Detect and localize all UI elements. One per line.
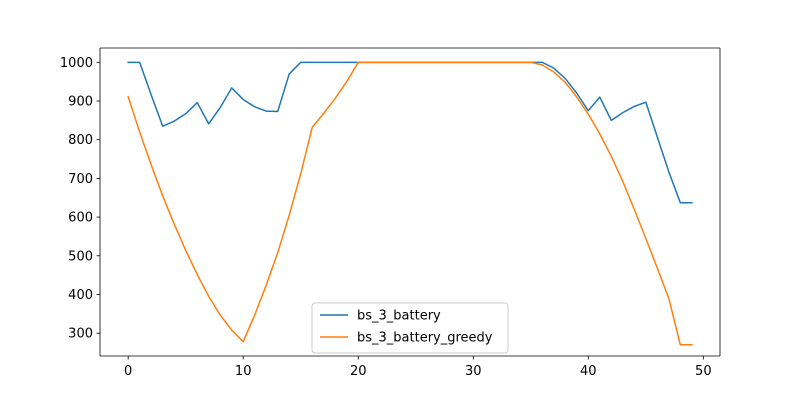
y-tick-label: 300 xyxy=(68,327,93,342)
x-tick-label: 50 xyxy=(695,364,712,379)
y-tick-label: 400 xyxy=(68,288,93,303)
y-tick-label: 600 xyxy=(68,211,93,226)
legend: bs_3_battery bs_3_battery_greedy xyxy=(311,302,509,354)
x-tick-label: 40 xyxy=(580,364,597,379)
y-tick-label: 900 xyxy=(68,95,93,110)
series-line-2 xyxy=(127,61,693,346)
x-tick-label: 0 xyxy=(124,364,132,379)
axes-layer xyxy=(99,47,721,357)
y-tick-label: 700 xyxy=(68,172,93,187)
legend-box xyxy=(311,302,509,354)
y-tick-label: 800 xyxy=(68,133,93,148)
x-tick-label: 30 xyxy=(465,364,482,379)
legend-label: bs_3_battery xyxy=(357,309,441,324)
y-tick-label: 500 xyxy=(68,249,93,264)
x-tick-label: 10 xyxy=(235,364,252,379)
legend-label: bs_3_battery_greedy xyxy=(357,331,493,346)
ticks-layer: 0 10 20 30 40 50 300 400 500 600 700 800 900 1000 xyxy=(60,56,712,379)
y-tick-label: 1000 xyxy=(60,56,93,71)
x-tick-label: 20 xyxy=(350,364,367,379)
series-layer xyxy=(127,61,693,346)
